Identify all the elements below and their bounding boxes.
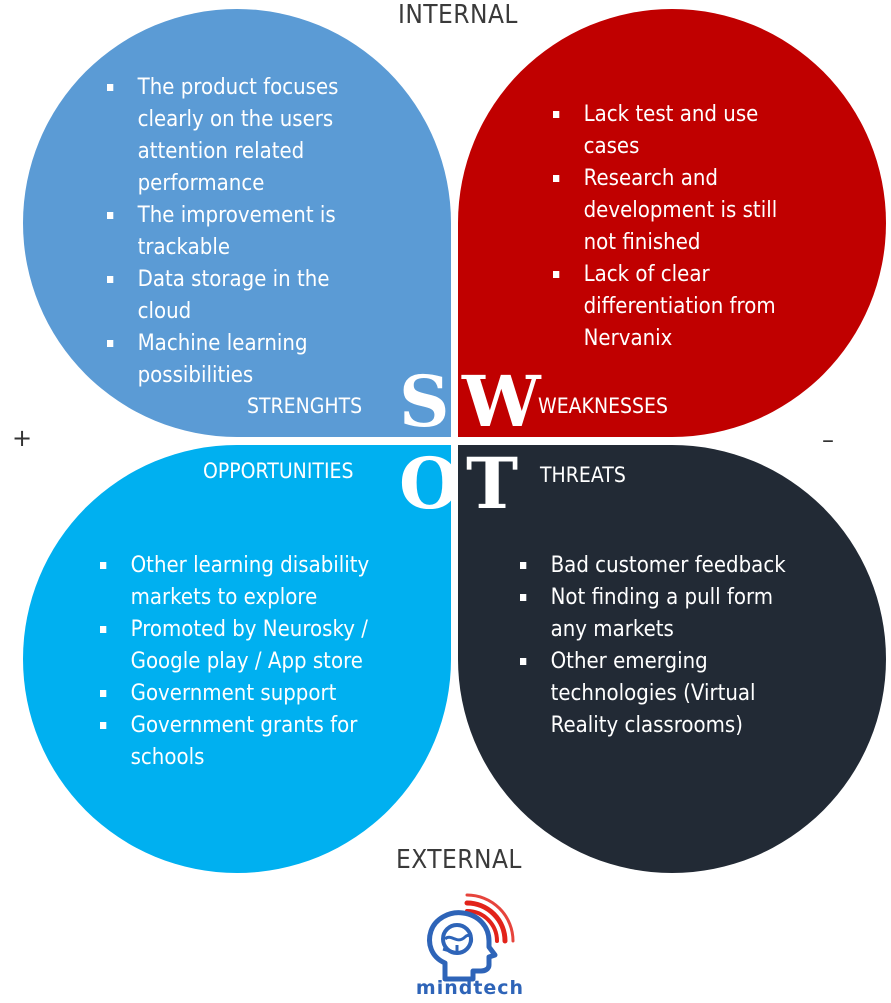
strengths-list-item: Data storage in the cloud [107, 264, 364, 328]
strengths-title: STRENGHTS [247, 394, 363, 418]
strengths-list: The product focuses clearly on the users… [107, 72, 364, 392]
threats-quadrant: T THREATS Bad customer feedback Not findi… [458, 445, 886, 873]
weaknesses-list-item: Lack test and use cases [553, 99, 796, 163]
weaknesses-list-item: Research and development is still not fi… [553, 163, 796, 259]
opportunities-item-text: Other learning disability markets to exp… [130, 553, 370, 610]
weaknesses-item-text: Lack of clear differentiation from Nerva… [583, 262, 776, 351]
strengths-item-text: Data storage in the cloud [137, 267, 330, 324]
plus-sign: + [12, 424, 33, 452]
strengths-list-item: The product focuses clearly on the users… [107, 72, 364, 200]
bullet-square-icon [107, 340, 114, 347]
threats-list-item: Bad customer feedback [520, 550, 790, 582]
opportunities-item-text: Government grants for schools [130, 713, 358, 770]
weaknesses-item-text: Lack test and use cases [583, 102, 759, 159]
weaknesses-item-text: Research and development is still not fi… [583, 166, 778, 255]
opportunities-item-text: Government support [130, 681, 337, 706]
external-label: EXTERNAL [396, 845, 522, 875]
bullet-square-icon [520, 658, 527, 665]
opportunities-quadrant: OPPORTUNITIES O Other learning disabilit… [23, 445, 460, 873]
opportunities-item-text: Promoted by Neurosky / Google play / App… [130, 617, 368, 674]
threats-list: Bad customer feedback Not finding a pull … [520, 550, 790, 742]
opportunities-list-item: Government grants for schools [100, 710, 370, 774]
threats-title: THREATS [540, 463, 626, 487]
bullet-square-icon [520, 594, 527, 601]
opportunities-list-item: Government support [100, 678, 370, 710]
bullet-square-icon [553, 111, 560, 118]
minus-sign: – [822, 426, 834, 454]
weaknesses-list-item: Lack of clear differentiation from Nerva… [553, 259, 796, 355]
bullet-square-icon [100, 722, 107, 729]
threats-item-text: Bad customer feedback [550, 553, 786, 578]
strengths-item-text: Machine learning possibilities [137, 331, 308, 388]
weaknesses-title: WEAKNESSES [538, 394, 668, 418]
bullet-square-icon [553, 175, 560, 182]
strengths-list-item: The improvement is trackable [107, 200, 364, 264]
bullet-square-icon [107, 84, 114, 91]
weaknesses-quadrant: Lack test and use cases Research and deve… [458, 9, 886, 437]
bullet-square-icon [520, 562, 527, 569]
threats-list-item: Not finding a pull form any markets [520, 582, 790, 646]
threats-item-text: Other emerging technologies (Virtual Rea… [550, 649, 756, 738]
opportunities-list-item: Promoted by Neurosky / Google play / App… [100, 614, 370, 678]
internal-label: INTERNAL [398, 0, 518, 30]
weaknesses-list: Lack test and use cases Research and deve… [553, 99, 796, 355]
bullet-square-icon [100, 562, 107, 569]
opportunities-list: Other learning disability markets to exp… [100, 550, 370, 774]
logo-wordmark: mindtech [415, 977, 525, 999]
bullet-square-icon [107, 212, 114, 219]
threats-item-text: Not finding a pull form any markets [550, 585, 774, 642]
strengths-quadrant: The product focuses clearly on the users… [23, 9, 451, 437]
opportunities-list-item: Other learning disability markets to exp… [100, 550, 370, 614]
brain-head-signal-icon [427, 893, 515, 982]
threats-list-item: Other emerging technologies (Virtual Rea… [520, 646, 790, 742]
opportunities-title: OPPORTUNITIES [203, 459, 354, 483]
strengths-letter: S [399, 360, 450, 443]
opportunities-letter: O [399, 442, 460, 525]
strengths-list-item: Machine learning possibilities [107, 328, 364, 392]
strengths-item-text: The product focuses clearly on the users… [137, 75, 339, 196]
bullet-square-icon [107, 276, 114, 283]
bullet-square-icon [100, 626, 107, 633]
weaknesses-letter: W [462, 360, 541, 443]
threats-letter: T [466, 442, 519, 525]
strengths-item-text: The improvement is trackable [137, 203, 336, 260]
bullet-square-icon [100, 690, 107, 697]
bullet-square-icon [553, 271, 560, 278]
